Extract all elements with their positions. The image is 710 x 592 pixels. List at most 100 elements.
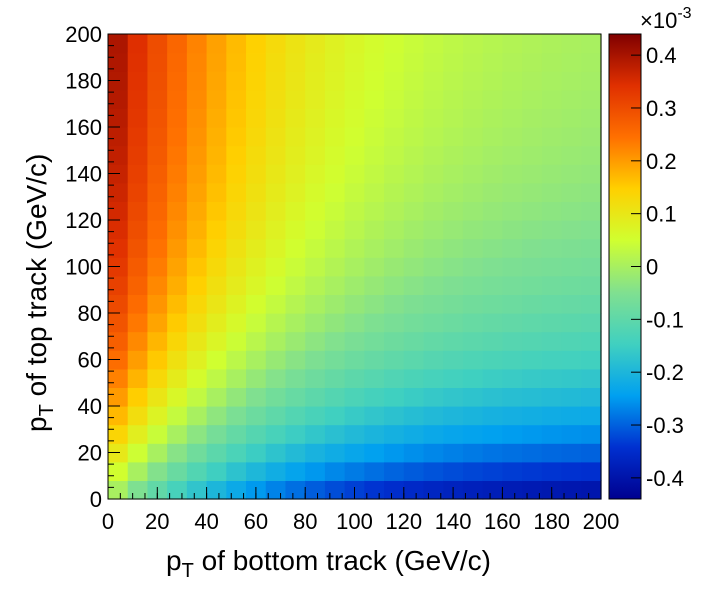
heatmap-cell [384, 368, 405, 388]
heatmap-cell [443, 52, 464, 72]
heatmap-cell [462, 201, 484, 221]
heatmap-cell [226, 461, 247, 481]
heatmap-cell [403, 350, 425, 370]
y-tick-label: 60 [78, 348, 102, 373]
heatmap-cell [206, 387, 227, 407]
heatmap-cell [522, 164, 543, 184]
heatmap-cell [344, 108, 365, 128]
heatmap-cell [541, 424, 563, 444]
heatmap-cell [167, 89, 188, 109]
heatmap-cell [265, 201, 287, 221]
heatmap-cell [561, 34, 582, 54]
heatmap-cell [403, 164, 425, 184]
heatmap-cell [502, 387, 523, 407]
colorbar-tick-label: 0.3 [646, 96, 677, 121]
heatmap-cell [364, 89, 385, 109]
heatmap-cell [265, 71, 287, 91]
heatmap-cell [206, 424, 227, 444]
heatmap-cell [265, 313, 287, 333]
heatmap-cell [246, 294, 267, 314]
heatmap-cell [305, 257, 326, 277]
heatmap-cell [147, 443, 168, 463]
heatmap-cell [246, 406, 267, 426]
heatmap-cell [403, 89, 425, 109]
heatmap-cell [423, 220, 444, 240]
heatmap-cell [423, 71, 444, 91]
heatmap-cell [522, 368, 543, 388]
heatmap-cell [502, 238, 523, 258]
heatmap-cell [226, 443, 247, 463]
heatmap-cell [305, 387, 326, 407]
heatmap-cell [462, 127, 484, 147]
heatmap-cell [403, 108, 425, 128]
heatmap-cell [384, 406, 405, 426]
heatmap-cell [186, 461, 208, 481]
heatmap-cell [364, 71, 385, 91]
heatmap-cell [285, 350, 306, 370]
heatmap-cell [186, 424, 208, 444]
heatmap-cell [581, 368, 602, 388]
heatmap-cell [265, 387, 287, 407]
heatmap-cell [384, 182, 405, 202]
heatmap-cell [206, 257, 227, 277]
heatmap-cell [561, 257, 582, 277]
heatmap-cell [482, 368, 503, 388]
heatmap-cell [305, 313, 326, 333]
heatmap-cell [265, 480, 287, 500]
heatmap-cell [246, 89, 267, 109]
x-tick-label: 160 [484, 509, 521, 534]
heatmap-cell [561, 52, 582, 72]
heatmap-cell [541, 89, 563, 109]
heatmap-cell [541, 461, 563, 481]
heatmap-cell [403, 201, 425, 221]
heatmap-cell [285, 71, 306, 91]
heatmap-cell [561, 164, 582, 184]
heatmap-cell [462, 89, 484, 109]
heatmap-cell [423, 350, 444, 370]
heatmap-cell [364, 238, 385, 258]
heatmap-cell [186, 275, 208, 295]
heatmap-cell [167, 182, 188, 202]
heatmap-cell [541, 164, 563, 184]
heatmap-cell [443, 368, 464, 388]
heatmap-cell [186, 145, 208, 165]
heatmap-cell [462, 275, 484, 295]
heatmap-cell [364, 331, 385, 351]
heatmap-cell [324, 182, 346, 202]
heatmap-cell [246, 313, 267, 333]
heatmap-cell [127, 164, 149, 184]
heatmap-cell [482, 424, 503, 444]
heatmap-cell [384, 145, 405, 165]
heatmap-cell [482, 108, 503, 128]
heatmap-cell [384, 52, 405, 72]
heatmap-cell [482, 331, 503, 351]
heatmap-cell [127, 52, 149, 72]
heatmap-cell [246, 257, 267, 277]
heatmap-cell [482, 71, 503, 91]
heatmap-cell [384, 71, 405, 91]
heatmap-cell [443, 220, 464, 240]
heatmap-cell [443, 275, 464, 295]
heatmap-cell [324, 127, 346, 147]
heatmap-cell [462, 368, 484, 388]
heatmap-cell [127, 387, 149, 407]
heatmap-cell [384, 331, 405, 351]
heatmap-cell [246, 201, 267, 221]
heatmap-cell [127, 71, 149, 91]
heatmap-cell [206, 201, 227, 221]
heatmap-cell [423, 294, 444, 314]
heatmap-cell [324, 443, 346, 463]
heatmap-cell [403, 52, 425, 72]
heatmap-cell [384, 164, 405, 184]
heatmap-cell [462, 480, 484, 500]
heatmap-cell [226, 331, 247, 351]
heatmap-cell [246, 52, 267, 72]
heatmap-cell [384, 350, 405, 370]
colorbar-multiplier: ×10-3 [640, 5, 692, 33]
heatmap-cell [482, 34, 503, 54]
heatmap-cell [561, 461, 582, 481]
heatmap-cell [364, 164, 385, 184]
heatmap-cell [167, 238, 188, 258]
heatmap-cell [226, 424, 247, 444]
heatmap-cell [167, 350, 188, 370]
